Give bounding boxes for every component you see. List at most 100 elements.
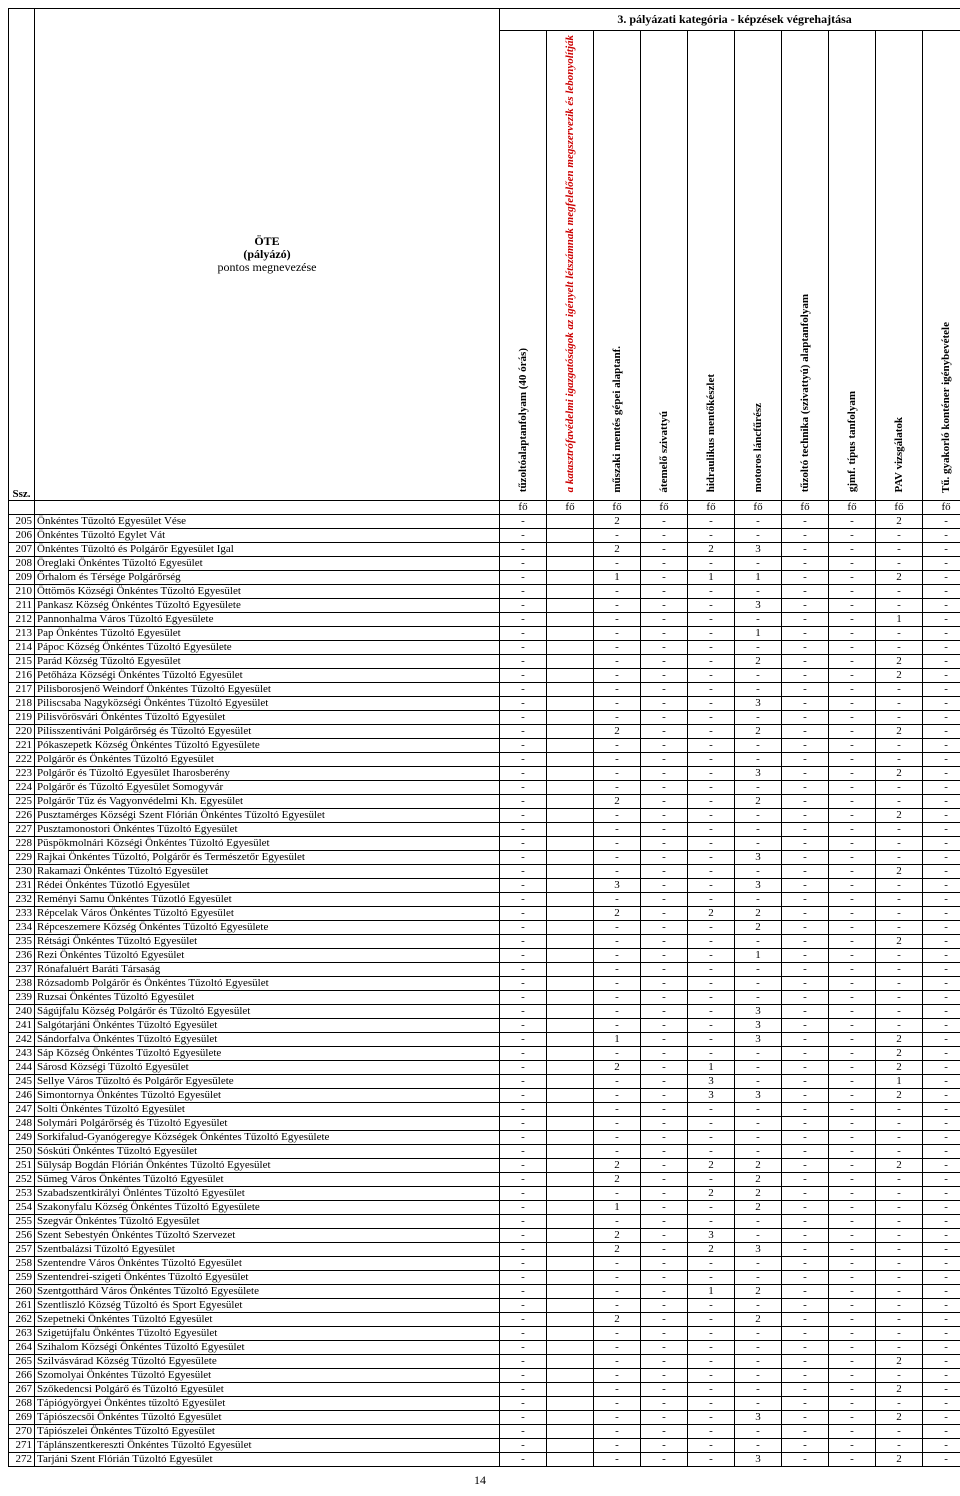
data-cell: - (923, 948, 960, 962)
data-cell: - (594, 990, 641, 1004)
data-cell: - (641, 724, 688, 738)
data-cell (547, 878, 594, 892)
row-name: Szigetújfalu Önkéntes Tűzoltó Egyesület (35, 1326, 500, 1340)
data-cell: - (923, 1382, 960, 1396)
row-name: Simontornya Önkéntes Tűzoltó Egyesület (35, 1088, 500, 1102)
data-cell: 3 (735, 878, 782, 892)
data-cell: - (500, 1438, 547, 1452)
row-number: 207 (9, 542, 35, 556)
data-cell: - (923, 920, 960, 934)
data-cell: - (641, 962, 688, 976)
data-cell: - (923, 1116, 960, 1130)
data-cell: - (500, 962, 547, 976)
data-cell (547, 1144, 594, 1158)
column-header-5: motoros láncfűrész (735, 31, 782, 500)
data-cell: - (688, 1200, 735, 1214)
row-name: Pilisszentiváni Polgárőrség és Tűzoltó E… (35, 724, 500, 738)
data-cell: - (500, 808, 547, 822)
data-cell: - (782, 528, 829, 542)
data-cell: - (923, 976, 960, 990)
table-row: 222Polgárőr és Önkéntes Tűzoltó Egyesüle… (9, 752, 960, 766)
data-cell: 2 (876, 1452, 923, 1466)
table-row: 230Rakamazi Önkéntes Tűzoltó Egyesület--… (9, 864, 960, 878)
data-cell (547, 920, 594, 934)
row-name: Piliscsaba Nagyközségi Önkéntes Tűzoltó … (35, 696, 500, 710)
column-header-label: gjmf. típus tanfolyam (846, 387, 858, 496)
data-cell: 2 (735, 1312, 782, 1326)
table-row: 252Sümeg Város Önkéntes Tűzoltó Egyesüle… (9, 1172, 960, 1186)
row-name: Sóskúti Önkéntes Tűzoltó Egyesület (35, 1144, 500, 1158)
data-cell: - (782, 906, 829, 920)
data-cell: - (923, 1298, 960, 1312)
data-cell: 2 (876, 654, 923, 668)
data-cell: - (641, 1242, 688, 1256)
data-cell: - (735, 1298, 782, 1312)
data-cell: - (641, 1200, 688, 1214)
data-cell: - (688, 962, 735, 976)
data-cell: - (688, 1424, 735, 1438)
row-number: 219 (9, 710, 35, 724)
data-cell: 2 (735, 906, 782, 920)
data-cell: 2 (735, 1158, 782, 1172)
data-cell: - (923, 1200, 960, 1214)
column-header-label: hidraulikus mentőkészlet (705, 370, 717, 496)
data-cell: 2 (594, 1312, 641, 1326)
data-cell: - (829, 724, 876, 738)
data-cell: - (641, 1382, 688, 1396)
data-cell: - (641, 1102, 688, 1116)
data-cell: - (500, 836, 547, 850)
data-cell: - (782, 1410, 829, 1424)
table-row: 245Sellye Város Tűzoltó és Polgárőr Egye… (9, 1074, 960, 1088)
data-cell: 2 (594, 1228, 641, 1242)
data-cell: 2 (688, 1242, 735, 1256)
data-cell: - (923, 990, 960, 1004)
data-cell: - (594, 1410, 641, 1424)
data-cell (547, 864, 594, 878)
table-row: 255Szegvár Önkéntes Tűzoltó Egyesület---… (9, 1214, 960, 1228)
row-number: 272 (9, 1452, 35, 1466)
data-cell: - (688, 1326, 735, 1340)
row-number: 246 (9, 1088, 35, 1102)
data-cell (547, 1228, 594, 1242)
data-cell: - (735, 892, 782, 906)
data-cell: - (876, 976, 923, 990)
column-header-1: a katasztrófavédelmi igazgatóságok az ig… (547, 31, 594, 500)
data-cell: 2 (594, 1060, 641, 1074)
data-cell: - (923, 878, 960, 892)
data-cell: - (735, 1102, 782, 1116)
data-cell: - (923, 864, 960, 878)
row-number: 240 (9, 1004, 35, 1018)
data-cell: 2 (876, 570, 923, 584)
data-cell (547, 570, 594, 584)
data-cell: 2 (876, 1046, 923, 1060)
data-cell: - (500, 1228, 547, 1242)
data-cell: 1 (688, 570, 735, 584)
column-header-9: Tű. gyakorló konténer igénybevétele (923, 31, 960, 500)
data-cell (547, 836, 594, 850)
data-cell: - (688, 556, 735, 570)
data-cell: - (923, 1312, 960, 1326)
data-cell: - (500, 514, 547, 528)
data-cell: 1 (876, 612, 923, 626)
data-cell: 3 (735, 1004, 782, 1018)
data-cell: - (641, 892, 688, 906)
data-cell: - (735, 1270, 782, 1284)
data-cell: - (782, 1088, 829, 1102)
data-cell: - (500, 556, 547, 570)
data-cell: - (500, 682, 547, 696)
data-cell: 1 (735, 570, 782, 584)
data-cell: - (594, 1004, 641, 1018)
data-cell: - (641, 780, 688, 794)
table-row: 250Sóskúti Önkéntes Tűzoltó Egyesület---… (9, 1144, 960, 1158)
data-cell: 2 (735, 1200, 782, 1214)
data-cell: - (876, 920, 923, 934)
data-cell: - (923, 1396, 960, 1410)
data-cell: - (923, 668, 960, 682)
data-cell (547, 794, 594, 808)
data-cell: - (641, 640, 688, 654)
data-cell: - (829, 710, 876, 724)
data-cell: - (500, 990, 547, 1004)
data-cell: - (923, 1214, 960, 1228)
data-cell: - (735, 1074, 782, 1088)
table-row: 251Sülysáp Bogdán Flórián Önkéntes Tűzol… (9, 1158, 960, 1172)
